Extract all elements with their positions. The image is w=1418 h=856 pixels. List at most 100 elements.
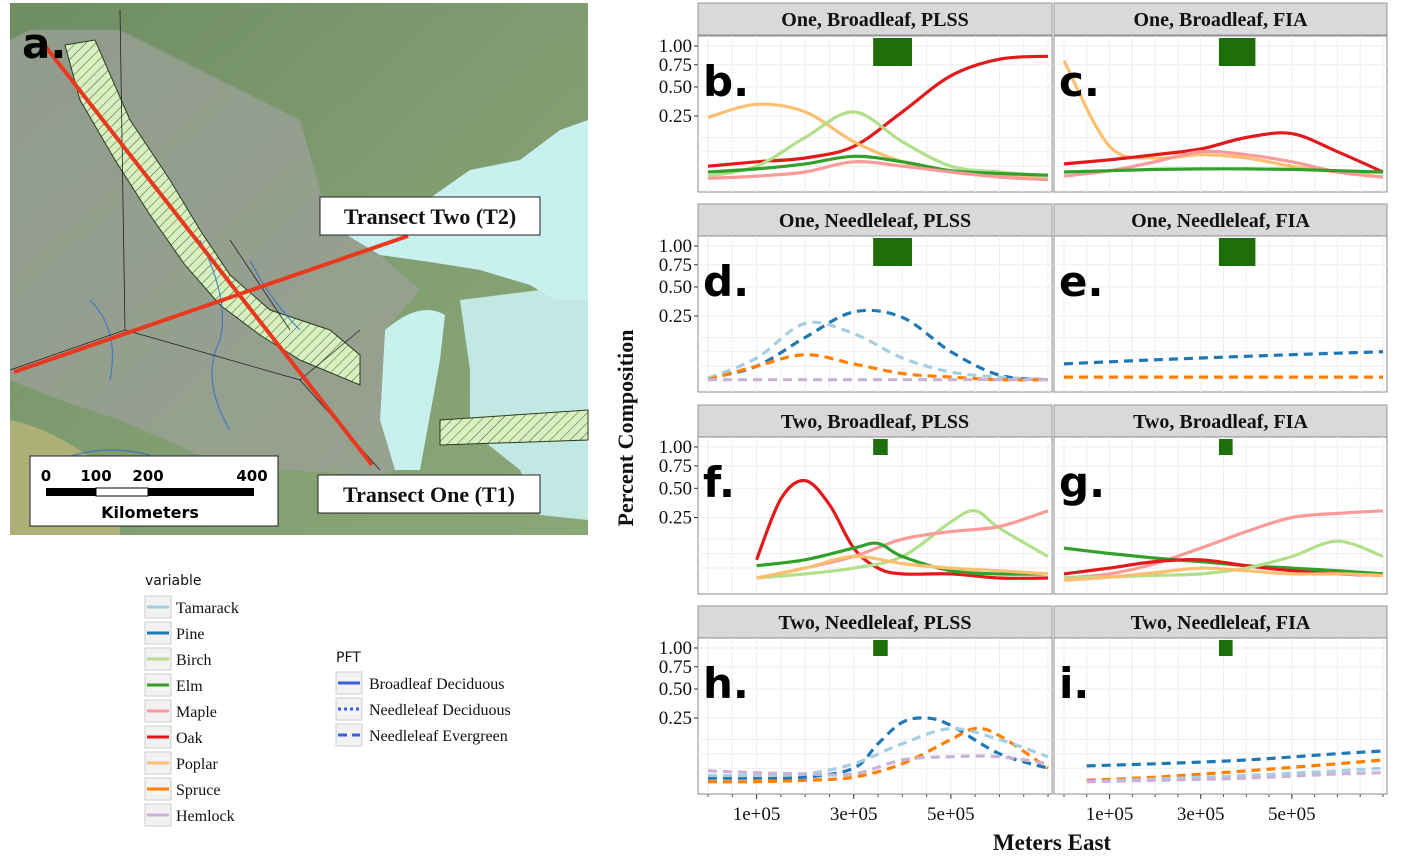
transect-two-label: Transect Two (T2) <box>344 204 516 229</box>
panel-d: One, Needleleaf, PLSS d. 0.25 0.500.751.00 <box>659 203 1053 393</box>
series-line-elm <box>1063 167 1384 174</box>
panel-gridlines <box>698 36 1052 192</box>
legend-item-label: Spruce <box>176 782 220 799</box>
ecotone-bar <box>873 38 912 66</box>
legend-item-pine: Pine <box>144 621 204 645</box>
legend-item-label: Elm <box>176 678 203 695</box>
legend-item-oak: Oak <box>144 725 203 749</box>
series-line-pine <box>707 308 1049 382</box>
y-tick-label: 0.50 <box>659 277 692 298</box>
panel-strip <box>697 605 1053 639</box>
series-line-maple <box>707 160 1049 182</box>
series-line-oak <box>755 478 1049 580</box>
ecotone-bar <box>1218 38 1256 66</box>
transect-two-line <box>13 234 409 374</box>
study-map: Transect Two (T2) Transect One (T1) 0 10… <box>9 3 589 535</box>
panel-label: b. <box>703 57 749 106</box>
legend-pft: PFT Broadleaf Deciduous Needleleaf Decidu… <box>335 650 511 747</box>
legend-pft-item: Needleleaf Deciduous <box>335 697 511 721</box>
panel-i: Two, Needleleaf, FIA i. 1e+05 3e+05 5e+05 <box>1053 605 1388 825</box>
panel-strip <box>697 404 1053 438</box>
panel-f: Two, Broadleaf, PLSS f. 0.25 0.500.751.00 <box>659 404 1053 595</box>
y-tick-label: 0.25 <box>659 106 692 127</box>
scale-tick-100: 100 <box>80 467 111 485</box>
y-tick-label: 0.75 <box>659 255 692 276</box>
y-tick-label: 1.00 <box>659 36 692 57</box>
legend-item-hemlock: Hemlock <box>144 803 235 827</box>
transect-one-line <box>40 40 374 467</box>
series-line-oak <box>1063 131 1384 174</box>
lake-huron <box>460 290 588 520</box>
y-tick-label: 0.75 <box>659 456 692 477</box>
legend-item-elm: Elm <box>144 673 203 697</box>
legend-item-label: Birch <box>176 652 212 669</box>
y-tick-label: 0.75 <box>659 55 692 76</box>
x-axis-title: Meters East <box>993 830 1111 855</box>
series-line-spruce <box>707 726 1049 784</box>
series-line-oak <box>707 54 1049 168</box>
panel-g: Two, Broadleaf, FIA g. <box>1053 404 1388 595</box>
panel-strip-title: Two, Needleleaf, FIA <box>1131 612 1311 634</box>
legend-item-label: Oak <box>176 730 203 747</box>
panel-b: One, Broadleaf, PLSS b. 0.25 0.500.751.00 <box>659 2 1053 193</box>
y-tick-labels: 0.25 0.500.751.00 <box>659 236 698 327</box>
legend-variable: variable Tamarack Pine Birch Elm Maple Oak Pop… <box>144 573 239 827</box>
series-line-spruce <box>1086 758 1384 782</box>
series-line-hemlock <box>1086 771 1384 784</box>
legend-pft-label: Broadleaf Deciduous <box>369 676 505 693</box>
panel-label: h. <box>703 659 749 708</box>
panel-strip-title: One, Needleleaf, FIA <box>1131 210 1310 232</box>
legend-item-label: Poplar <box>176 756 218 773</box>
legend-pft-label: Needleleaf Deciduous <box>369 702 511 719</box>
panel-strip-title: One, Needleleaf, PLSS <box>779 210 971 232</box>
series-line-pine <box>1086 749 1384 768</box>
panel-strip <box>697 203 1053 237</box>
ecotone-bar <box>1218 238 1256 266</box>
panel-strip-title: One, Broadleaf, FIA <box>1133 9 1308 31</box>
transect-one-box <box>317 474 541 514</box>
x-tick-label: 3e+05 <box>830 804 878 825</box>
x-tick-label: 1e+05 <box>733 804 781 825</box>
panel-label: e. <box>1059 257 1103 306</box>
x-tick-labels: 1e+05 3e+05 5e+05 <box>1063 794 1384 825</box>
legend-item-maple: Maple <box>144 699 217 723</box>
scale-seg-3 <box>148 488 254 496</box>
y-tick-label: 1.00 <box>659 236 692 257</box>
scale-seg-2 <box>95 487 149 497</box>
y-tick-label: 0.50 <box>659 478 692 499</box>
panel-strip <box>1053 2 1388 36</box>
scale-seg-1 <box>46 488 96 496</box>
legend-item-tamarack: Tamarack <box>144 595 239 619</box>
scale-unit: Kilometers <box>101 503 199 522</box>
y-tick-labels: 0.25 0.500.751.00 <box>659 638 698 729</box>
panel-strip <box>697 2 1053 36</box>
y-tick-label: 0.50 <box>659 679 692 700</box>
y-axis-title: Percent Composition <box>613 330 638 527</box>
legend-item-label: Pine <box>176 626 204 643</box>
y-tick-label: 0.75 <box>659 657 692 678</box>
transect-two-box <box>319 196 541 236</box>
panel-label: g. <box>1059 458 1105 507</box>
panel-gridlines <box>1054 236 1387 392</box>
panel-strip-title: Two, Needleleaf, PLSS <box>779 612 972 634</box>
ecotone-bar <box>1218 439 1233 455</box>
x-tick-label: 3e+05 <box>1177 804 1225 825</box>
panel-plot-area <box>697 637 1053 795</box>
chart-panels: One, Broadleaf, PLSSb.0.250.500.751.00On… <box>659 2 1388 825</box>
panel-label: c. <box>1059 57 1100 106</box>
legend-pft-label: Needleleaf Evergreen <box>369 728 508 745</box>
y-tick-label: 0.50 <box>659 77 692 98</box>
series-line-birch <box>707 110 1049 178</box>
legend-pft-item: Needleleaf Evergreen <box>335 723 508 747</box>
series-line-poplar <box>756 554 1049 580</box>
ecotone-bar <box>873 238 912 266</box>
ecotone-band-east <box>439 409 589 446</box>
transect-one-label: Transect One (T1) <box>343 482 515 507</box>
scale-tick-200: 200 <box>132 467 163 485</box>
panel-c: One, Broadleaf, FIA c. <box>1053 2 1388 193</box>
panel-label: f. <box>703 458 735 507</box>
scale-tick-400: 400 <box>236 467 267 485</box>
scale-tick-0: 0 <box>41 467 51 485</box>
panel-e: One, Needleleaf, FIA e. <box>1053 203 1388 393</box>
